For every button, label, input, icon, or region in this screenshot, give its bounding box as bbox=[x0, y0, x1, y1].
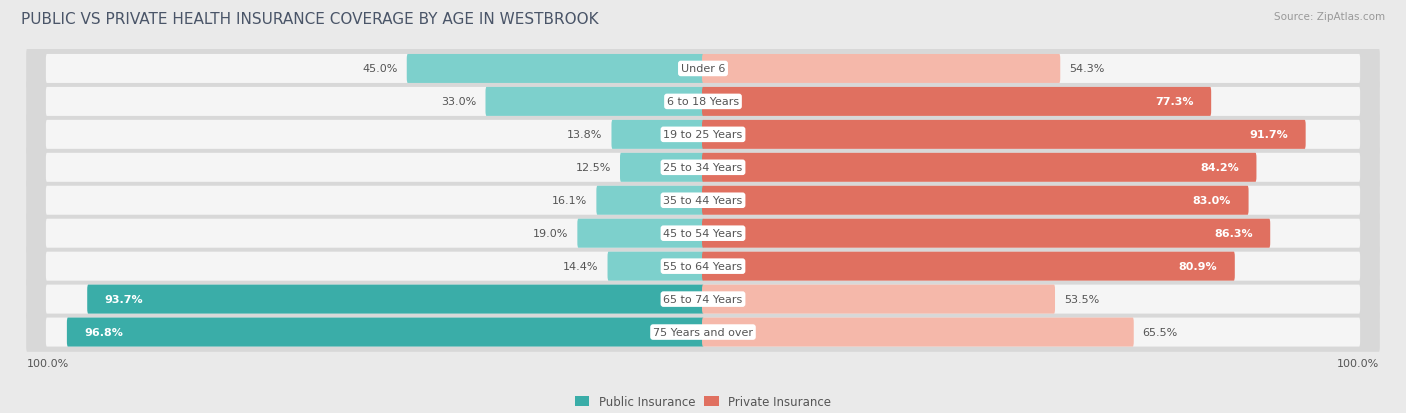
FancyBboxPatch shape bbox=[46, 186, 1360, 215]
FancyBboxPatch shape bbox=[46, 121, 1360, 150]
Text: 100.0%: 100.0% bbox=[27, 358, 69, 368]
Text: Source: ZipAtlas.com: Source: ZipAtlas.com bbox=[1274, 12, 1385, 22]
Text: 25 to 34 Years: 25 to 34 Years bbox=[664, 163, 742, 173]
FancyBboxPatch shape bbox=[46, 154, 1360, 183]
Text: 100.0%: 100.0% bbox=[1337, 358, 1379, 368]
FancyBboxPatch shape bbox=[596, 186, 704, 215]
Text: 96.8%: 96.8% bbox=[84, 327, 124, 337]
Text: 35 to 44 Years: 35 to 44 Years bbox=[664, 196, 742, 206]
Text: 14.4%: 14.4% bbox=[564, 261, 599, 271]
FancyBboxPatch shape bbox=[612, 121, 704, 150]
Text: 65.5%: 65.5% bbox=[1143, 327, 1178, 337]
FancyBboxPatch shape bbox=[46, 55, 1360, 84]
FancyBboxPatch shape bbox=[702, 219, 1270, 248]
FancyBboxPatch shape bbox=[27, 50, 1379, 89]
FancyBboxPatch shape bbox=[702, 154, 1257, 183]
Text: 80.9%: 80.9% bbox=[1178, 261, 1218, 271]
Text: 45.0%: 45.0% bbox=[363, 64, 398, 74]
Text: 6 to 18 Years: 6 to 18 Years bbox=[666, 97, 740, 107]
Text: 53.5%: 53.5% bbox=[1064, 294, 1099, 304]
FancyBboxPatch shape bbox=[67, 318, 704, 347]
Text: PUBLIC VS PRIVATE HEALTH INSURANCE COVERAGE BY AGE IN WESTBROOK: PUBLIC VS PRIVATE HEALTH INSURANCE COVER… bbox=[21, 12, 599, 27]
FancyBboxPatch shape bbox=[702, 55, 1060, 84]
FancyBboxPatch shape bbox=[46, 88, 1360, 116]
FancyBboxPatch shape bbox=[87, 285, 704, 314]
FancyBboxPatch shape bbox=[485, 88, 704, 116]
Text: 19 to 25 Years: 19 to 25 Years bbox=[664, 130, 742, 140]
Text: 13.8%: 13.8% bbox=[567, 130, 603, 140]
Text: 84.2%: 84.2% bbox=[1201, 163, 1239, 173]
FancyBboxPatch shape bbox=[27, 181, 1379, 221]
FancyBboxPatch shape bbox=[27, 247, 1379, 286]
FancyBboxPatch shape bbox=[702, 88, 1211, 116]
Text: 77.3%: 77.3% bbox=[1156, 97, 1194, 107]
FancyBboxPatch shape bbox=[27, 83, 1379, 122]
FancyBboxPatch shape bbox=[27, 313, 1379, 352]
Text: 19.0%: 19.0% bbox=[533, 229, 568, 239]
Text: 86.3%: 86.3% bbox=[1215, 229, 1253, 239]
Text: 45 to 54 Years: 45 to 54 Years bbox=[664, 229, 742, 239]
FancyBboxPatch shape bbox=[607, 252, 704, 281]
FancyBboxPatch shape bbox=[27, 115, 1379, 155]
Text: 83.0%: 83.0% bbox=[1192, 196, 1232, 206]
FancyBboxPatch shape bbox=[702, 121, 1306, 150]
Text: 91.7%: 91.7% bbox=[1250, 130, 1288, 140]
FancyBboxPatch shape bbox=[27, 214, 1379, 253]
Text: 65 to 74 Years: 65 to 74 Years bbox=[664, 294, 742, 304]
FancyBboxPatch shape bbox=[702, 318, 1133, 347]
FancyBboxPatch shape bbox=[578, 219, 704, 248]
FancyBboxPatch shape bbox=[46, 219, 1360, 248]
FancyBboxPatch shape bbox=[46, 318, 1360, 347]
Text: 55 to 64 Years: 55 to 64 Years bbox=[664, 261, 742, 271]
FancyBboxPatch shape bbox=[46, 252, 1360, 281]
FancyBboxPatch shape bbox=[702, 285, 1054, 314]
Text: 12.5%: 12.5% bbox=[576, 163, 612, 173]
FancyBboxPatch shape bbox=[46, 285, 1360, 314]
FancyBboxPatch shape bbox=[27, 148, 1379, 188]
FancyBboxPatch shape bbox=[702, 186, 1249, 215]
FancyBboxPatch shape bbox=[27, 280, 1379, 319]
Text: 93.7%: 93.7% bbox=[104, 294, 143, 304]
FancyBboxPatch shape bbox=[702, 252, 1234, 281]
Text: Under 6: Under 6 bbox=[681, 64, 725, 74]
FancyBboxPatch shape bbox=[406, 55, 704, 84]
FancyBboxPatch shape bbox=[620, 154, 704, 183]
Text: 75 Years and over: 75 Years and over bbox=[652, 327, 754, 337]
Text: 16.1%: 16.1% bbox=[553, 196, 588, 206]
Legend: Public Insurance, Private Insurance: Public Insurance, Private Insurance bbox=[575, 395, 831, 408]
Text: 54.3%: 54.3% bbox=[1069, 64, 1105, 74]
Text: 33.0%: 33.0% bbox=[441, 97, 477, 107]
